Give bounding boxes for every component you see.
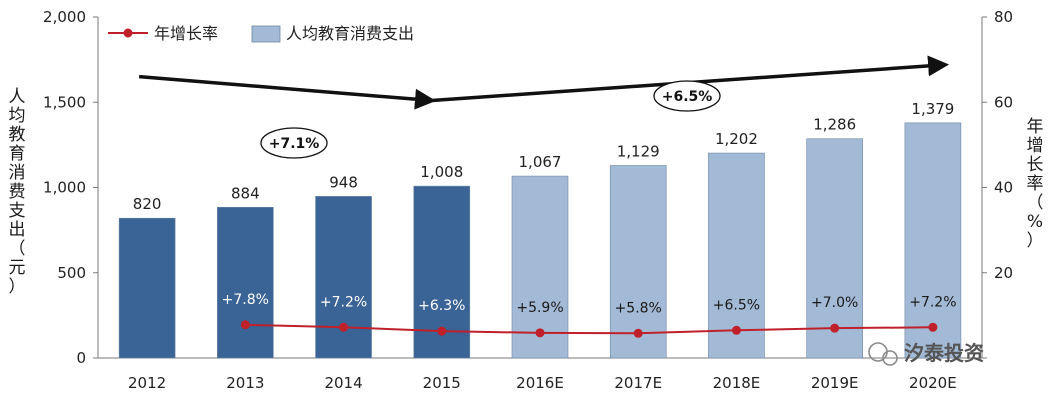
legend-rate-label: 年增长率 (154, 24, 218, 43)
axis-label-glyph: 长 (1026, 155, 1044, 175)
axis-label-glyph: （ (8, 239, 26, 259)
cagr-arrow (138, 74, 436, 110)
bar-value-label: 948 (329, 173, 358, 191)
growth-rate-label: +5.8% (615, 300, 662, 316)
axis-label-glyph: 率 (1026, 174, 1044, 194)
growth-rate-point (830, 323, 840, 333)
bar-value-label: 884 (231, 184, 260, 202)
y-tick-label: 0 (76, 349, 86, 367)
growth-rate-line (245, 323, 933, 335)
growth-rate-point (535, 328, 545, 338)
axis-label-glyph: 教 (8, 125, 26, 145)
x-tick-label: 2016E (516, 374, 564, 392)
x-tick-label: 2012 (128, 374, 166, 392)
y-tick-label: 1,000 (43, 179, 86, 197)
axis-label-glyph: 增 (1026, 136, 1044, 156)
axis-label-glyph: 消 (8, 163, 26, 183)
growth-rate-point (928, 322, 938, 332)
axis-label-glyph: 育 (8, 144, 26, 164)
growth-rate-point (731, 325, 741, 335)
growth-rate-point (339, 322, 349, 332)
axis-label-glyph: 人 (8, 87, 26, 107)
growth-rate-label: +6.3% (418, 298, 465, 314)
cagr-badge-label: +6.5% (662, 89, 713, 105)
legend-rate-dot-icon (123, 28, 133, 38)
y2-tick-label: 80 (994, 8, 1013, 26)
growth-rate-label: +7.0% (811, 295, 858, 311)
y-tick-label: 1,500 (43, 93, 86, 111)
bar (511, 175, 569, 359)
axis-label-glyph: 支 (8, 201, 26, 221)
axis-label-glyph: 出 (8, 220, 26, 240)
watermark-text: 汐泰投资 (904, 341, 984, 365)
axis-label-glyph: 均 (8, 106, 26, 126)
growth-rate-label: +7.8% (222, 292, 269, 308)
x-tick-label: 2018E (713, 374, 761, 392)
cagr-badge-label: +7.1% (269, 136, 320, 152)
y-tick-label: 500 (57, 264, 86, 282)
bar-value-label: 1,008 (420, 163, 463, 181)
x-tick-label: 2017E (614, 374, 662, 392)
x-tick-label: 2013 (226, 374, 264, 392)
bar (806, 138, 863, 359)
bar-value-label: 1,202 (715, 130, 758, 148)
bar (708, 152, 765, 359)
x-tick-label: 2014 (324, 374, 362, 392)
axis-label-glyph: ） (1026, 231, 1044, 251)
bar (118, 217, 176, 359)
cagr-badge (260, 127, 328, 159)
y2-tick-label: 60 (994, 93, 1013, 111)
bar-value-label: 1,129 (617, 143, 660, 161)
x-tick-label: 2015 (423, 374, 461, 392)
legend-bar-box-icon (251, 25, 281, 43)
y2-tick-label: 40 (994, 179, 1013, 197)
y2-tick-label: 20 (994, 264, 1013, 282)
y2-axis-label: 年增长率（%） (1024, 118, 1046, 251)
bar (609, 165, 667, 359)
wechat-icon-small (882, 350, 898, 366)
bar (904, 122, 962, 359)
y-axis-label: 人均教育消费支出（元） (6, 88, 28, 297)
bar-value-label: 1,286 (813, 116, 856, 134)
bar-value-label: 1,379 (911, 100, 954, 118)
growth-rate-label: +5.9% (516, 300, 563, 316)
growth-rate-point (633, 328, 643, 338)
y-tick-label: 2,000 (43, 8, 86, 26)
x-tick-label: 2020E (909, 374, 957, 392)
axis-label-glyph: ） (8, 277, 26, 297)
growth-rate-point (240, 320, 250, 330)
x-tick-label: 2019E (811, 374, 859, 392)
axis-label-glyph: 元 (8, 258, 26, 278)
growth-rate-point (437, 326, 447, 336)
growth-rate-label: +6.5% (713, 297, 760, 313)
growth-rate-label: +7.2% (320, 294, 367, 310)
axis-label-glyph: （ (1026, 193, 1044, 213)
bar-value-label: 1,067 (519, 153, 562, 171)
bar (217, 206, 274, 359)
axis-label-glyph: % (1026, 212, 1044, 232)
bar-value-label: 820 (133, 195, 162, 213)
legend-bar-label: 人均教育消费支出 (286, 24, 414, 43)
bar (315, 196, 372, 359)
axis-label-glyph: 年 (1026, 117, 1044, 137)
axis-label-glyph: 费 (8, 182, 26, 202)
growth-rate-label: +7.2% (909, 294, 956, 310)
cagr-badge (653, 80, 721, 112)
